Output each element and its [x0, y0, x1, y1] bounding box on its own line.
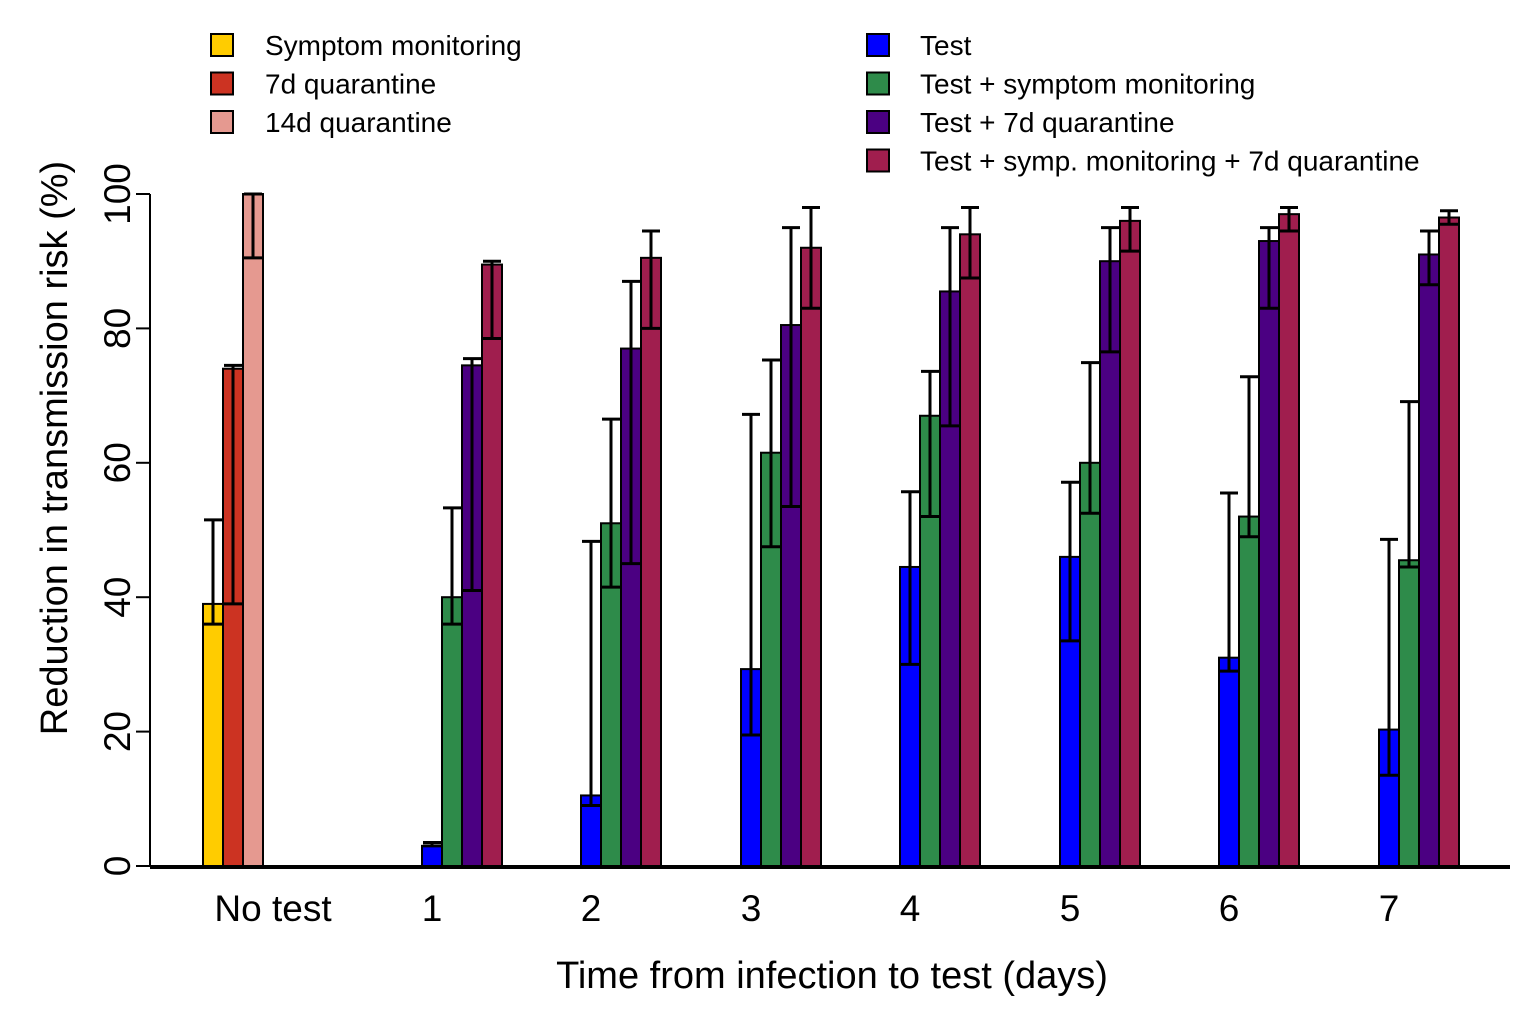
legend-label: 7d quarantine	[265, 69, 436, 100]
legend-label: Test	[920, 30, 972, 61]
error-bar-14d-quarantine-no-test	[244, 192, 262, 260]
error-bar-test-7d-quarantine-2	[622, 279, 640, 566]
bar-test-symp-monitoring-7d-quarantine-6	[1278, 213, 1300, 868]
error-bar-test-symptom-monitoring-5	[1081, 361, 1099, 515]
legend-label: Test + 7d quarantine	[920, 107, 1175, 138]
bar-test-7d-quarantine-6	[1258, 240, 1280, 868]
x-tick-label: 3	[741, 888, 762, 929]
error-bar-test-7d-quarantine-3	[782, 226, 800, 508]
bar-test-symp-monitoring-7d-quarantine-5	[1119, 219, 1141, 867]
x-axis: No test 1 2 3 4 5 6 7	[150, 865, 1510, 929]
error-bar-test-7d-quarantine-4	[941, 226, 959, 428]
error-bar-test-symptom-monitoring-1	[443, 506, 461, 626]
x-axis-title: Time from infection to test (days)	[556, 955, 1108, 997]
error-bar-test-3	[742, 412, 760, 737]
legend-swatch	[210, 71, 234, 96]
bar-test-symptom-monitoring-5	[1079, 461, 1101, 867]
error-bar-test-7d-quarantine-1	[463, 357, 481, 592]
x-tick-label: 7	[1379, 888, 1400, 929]
error-bar-test-symp-monitoring-7d-quarantine-4	[961, 205, 979, 280]
bar-test-symp-monitoring-7d-quarantine-1	[481, 263, 503, 867]
legend-label: Symptom monitoring	[265, 30, 522, 61]
y-axis: 0 20 40 60 80 100	[97, 163, 151, 877]
legend-swatch	[210, 110, 234, 134]
error-bar-test-6	[1220, 491, 1238, 673]
error-bar-symptom-monitoring-no-test	[204, 518, 222, 626]
legend-item-7d-quarantine: 7d quarantine	[210, 69, 436, 100]
bar-14d-quarantine-no-test	[242, 193, 264, 867]
bars-group	[202, 193, 1460, 868]
x-tick-label: 4	[900, 888, 921, 929]
legend-item-14d-quarantine: 14d quarantine	[210, 107, 452, 138]
error-bar-test-symptom-monitoring-6	[1240, 375, 1258, 539]
error-bar-test-7	[1380, 537, 1398, 777]
legend-swatch	[866, 148, 890, 173]
error-bar-test-symp-monitoring-7d-quarantine-6	[1280, 205, 1298, 233]
x-tick-label: 5	[1060, 888, 1081, 929]
legend-swatch	[866, 71, 890, 96]
error-bar-test-symp-monitoring-7d-quarantine-2	[642, 229, 660, 330]
legend-item-test-symp-monitoring-7d-quarantine: Test + symp. monitoring + 7d quarantine	[866, 146, 1420, 177]
legend-label: 14d quarantine	[265, 107, 452, 138]
legend-item-symptom-monitoring: Symptom monitoring	[210, 30, 522, 61]
bar-test-symp-monitoring-7d-quarantine-4	[959, 233, 981, 867]
error-bar-test-1	[423, 840, 441, 848]
legend-item-test-symptom-monitoring: Test + symptom monitoring	[866, 69, 1255, 100]
x-tick-label: 6	[1219, 888, 1240, 929]
bar-symptom-monitoring-no-test	[202, 602, 224, 867]
y-axis-title: Reduction in transmission risk (%)	[34, 161, 76, 735]
legend-item-test-7d-quarantine: Test + 7d quarantine	[866, 107, 1175, 138]
x-tick-label: No test	[214, 888, 332, 929]
bar-test-symp-monitoring-7d-quarantine-2	[640, 256, 662, 867]
error-bar-test-symp-monitoring-7d-quarantine-7	[1440, 209, 1458, 226]
y-tick-label: 20	[97, 711, 138, 752]
error-bar-test-symptom-monitoring-2	[602, 417, 620, 589]
error-bar-test-symp-monitoring-7d-quarantine-5	[1121, 205, 1139, 253]
legend-label: Test + symp. monitoring + 7d quarantine	[920, 146, 1420, 177]
bar-test-symp-monitoring-7d-quarantine-7	[1438, 216, 1460, 867]
error-bar-test-5	[1061, 480, 1079, 643]
y-tick-label: 40	[97, 577, 138, 618]
error-bar-test-7d-quarantine-7	[1420, 229, 1438, 287]
bar-test-symptom-monitoring-6	[1238, 515, 1260, 867]
error-bar-test-2	[582, 539, 600, 808]
error-bar-test-4	[901, 490, 919, 666]
legend-swatch	[866, 110, 890, 134]
legend-swatch	[866, 33, 890, 57]
error-bar-test-symptom-monitoring-3	[762, 358, 780, 549]
legend: Symptom monitoring 7d quarantine 14d quara…	[210, 30, 1420, 177]
bar-test-symp-monitoring-7d-quarantine-3	[800, 246, 822, 867]
bar-test-6	[1218, 656, 1240, 867]
y-tick-label: 80	[97, 308, 138, 349]
y-tick-label: 60	[97, 442, 138, 483]
error-bar-test-symp-monitoring-7d-quarantine-3	[802, 205, 820, 310]
error-bar-test-symptom-monitoring-7	[1400, 400, 1418, 569]
bar-test-1	[421, 844, 443, 868]
legend-label: Test + symptom monitoring	[920, 69, 1255, 100]
y-tick-label: 0	[97, 856, 138, 877]
error-bar-test-7d-quarantine-5	[1101, 226, 1119, 354]
legend-item-test: Test	[866, 30, 972, 61]
x-tick-label: 1	[422, 888, 443, 929]
error-bar-test-symptom-monitoring-4	[921, 369, 939, 519]
error-bar-test-symp-monitoring-7d-quarantine-1	[483, 259, 501, 340]
bar-test-7d-quarantine-7	[1418, 253, 1440, 868]
legend-swatch	[210, 33, 234, 57]
error-bar-7d-quarantine-no-test	[224, 363, 242, 606]
bar-test-symptom-monitoring-1	[441, 596, 463, 867]
bar-test-symptom-monitoring-7	[1398, 559, 1420, 867]
error-bar-test-7d-quarantine-6	[1260, 226, 1278, 310]
y-tick-label: 100	[97, 163, 138, 225]
x-tick-label: 2	[581, 888, 602, 929]
error-bars-group	[204, 192, 1458, 848]
